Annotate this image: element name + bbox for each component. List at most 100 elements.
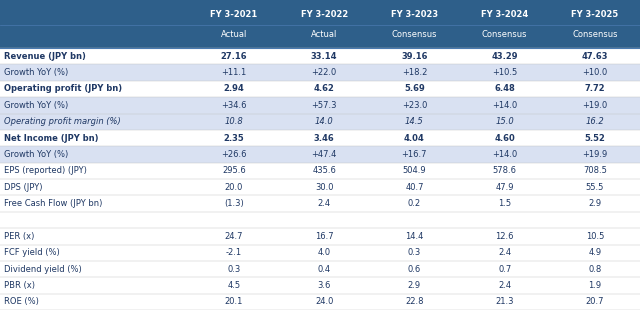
Text: Free Cash Flow (JPY bn): Free Cash Flow (JPY bn) <box>4 199 103 208</box>
Text: 12.6: 12.6 <box>495 232 514 241</box>
Text: 4.60: 4.60 <box>494 134 515 143</box>
Text: 30.0: 30.0 <box>315 183 333 192</box>
Text: +16.7: +16.7 <box>402 150 427 159</box>
Text: 0.2: 0.2 <box>408 199 421 208</box>
Text: 21.3: 21.3 <box>495 297 514 306</box>
Text: +26.6: +26.6 <box>221 150 246 159</box>
Text: Growth YoY (%): Growth YoY (%) <box>4 101 68 110</box>
Text: (1.3): (1.3) <box>224 199 244 208</box>
Text: 4.9: 4.9 <box>588 248 602 257</box>
Text: 0.6: 0.6 <box>408 264 421 273</box>
Text: 295.6: 295.6 <box>222 166 246 175</box>
Text: Revenue (JPY bn): Revenue (JPY bn) <box>4 52 86 61</box>
Bar <box>0 64 640 81</box>
Text: 15.0: 15.0 <box>495 117 514 126</box>
Text: 24.0: 24.0 <box>315 297 333 306</box>
Text: 0.7: 0.7 <box>498 264 511 273</box>
Bar <box>369 0 460 48</box>
Text: 39.16: 39.16 <box>401 52 428 61</box>
Bar <box>189 0 279 48</box>
Bar <box>0 130 640 146</box>
Text: DPS (JPY): DPS (JPY) <box>4 183 43 192</box>
Text: FY 3-2021: FY 3-2021 <box>211 10 257 19</box>
Text: 0.8: 0.8 <box>588 264 602 273</box>
Text: 7.72: 7.72 <box>584 85 605 94</box>
Text: 4.5: 4.5 <box>227 281 241 290</box>
Text: Actual: Actual <box>311 30 337 39</box>
Text: +14.0: +14.0 <box>492 101 517 110</box>
Text: FY 3-2024: FY 3-2024 <box>481 10 528 19</box>
Text: 2.4: 2.4 <box>317 199 331 208</box>
Bar <box>0 245 640 261</box>
Text: +47.4: +47.4 <box>312 150 337 159</box>
Text: 4.62: 4.62 <box>314 85 335 94</box>
Text: 2.94: 2.94 <box>223 85 244 94</box>
Bar <box>0 212 640 228</box>
Text: 14.4: 14.4 <box>405 232 424 241</box>
Text: 10.8: 10.8 <box>225 117 243 126</box>
Bar <box>0 146 640 163</box>
Text: +23.0: +23.0 <box>402 101 427 110</box>
Text: 55.5: 55.5 <box>586 183 604 192</box>
Text: 20.7: 20.7 <box>586 297 604 306</box>
Text: 2.9: 2.9 <box>588 199 602 208</box>
Text: PER (x): PER (x) <box>4 232 35 241</box>
Bar <box>279 0 369 48</box>
Bar <box>0 48 640 64</box>
Bar <box>0 163 640 179</box>
Text: +57.3: +57.3 <box>312 101 337 110</box>
Text: 14.5: 14.5 <box>405 117 424 126</box>
Text: 0.4: 0.4 <box>317 264 331 273</box>
Text: 1.9: 1.9 <box>588 281 602 290</box>
Text: Dividend yield (%): Dividend yield (%) <box>4 264 82 273</box>
Text: -2.1: -2.1 <box>226 248 242 257</box>
Text: FY 3-2025: FY 3-2025 <box>572 10 618 19</box>
Text: 43.29: 43.29 <box>492 52 518 61</box>
Text: 40.7: 40.7 <box>405 183 424 192</box>
Text: 4.0: 4.0 <box>317 248 331 257</box>
Text: 504.9: 504.9 <box>403 166 426 175</box>
Text: 5.52: 5.52 <box>584 134 605 143</box>
Text: 24.7: 24.7 <box>225 232 243 241</box>
Text: 16.2: 16.2 <box>586 117 604 126</box>
Text: Consensus: Consensus <box>482 30 527 39</box>
Text: PBR (x): PBR (x) <box>4 281 35 290</box>
Bar <box>0 277 640 294</box>
Text: Operating profit margin (%): Operating profit margin (%) <box>4 117 121 126</box>
Text: FY 3-2023: FY 3-2023 <box>391 10 438 19</box>
Text: 47.9: 47.9 <box>495 183 514 192</box>
Text: 47.63: 47.63 <box>582 52 608 61</box>
Text: FY 3-2022: FY 3-2022 <box>301 10 348 19</box>
Text: 0.3: 0.3 <box>408 248 421 257</box>
Bar <box>0 294 640 310</box>
Text: +19.0: +19.0 <box>582 101 607 110</box>
Text: 2.35: 2.35 <box>223 134 244 143</box>
Text: 3.6: 3.6 <box>317 281 331 290</box>
Text: 6.48: 6.48 <box>494 85 515 94</box>
Bar <box>460 0 550 48</box>
Text: 14.0: 14.0 <box>315 117 333 126</box>
Text: 3.46: 3.46 <box>314 134 335 143</box>
Text: 20.0: 20.0 <box>225 183 243 192</box>
Bar <box>0 97 640 113</box>
Text: EPS (reported) (JPY): EPS (reported) (JPY) <box>4 166 87 175</box>
Text: 0.3: 0.3 <box>227 264 241 273</box>
Bar <box>0 228 640 245</box>
Text: Growth YoY (%): Growth YoY (%) <box>4 150 68 159</box>
Text: Operating profit (JPY bn): Operating profit (JPY bn) <box>4 85 123 94</box>
Text: Growth YoY (%): Growth YoY (%) <box>4 68 68 77</box>
Text: 1.5: 1.5 <box>498 199 511 208</box>
Text: 4.04: 4.04 <box>404 134 425 143</box>
Text: 2.4: 2.4 <box>498 248 511 257</box>
Text: +11.1: +11.1 <box>221 68 246 77</box>
Text: Consensus: Consensus <box>392 30 437 39</box>
Bar <box>0 179 640 195</box>
Text: +34.6: +34.6 <box>221 101 246 110</box>
Bar <box>0 113 640 130</box>
Text: 435.6: 435.6 <box>312 166 336 175</box>
Bar <box>550 0 640 48</box>
Text: 2.9: 2.9 <box>408 281 421 290</box>
Bar <box>0 81 640 97</box>
Text: 33.14: 33.14 <box>311 52 337 61</box>
Text: Consensus: Consensus <box>572 30 618 39</box>
